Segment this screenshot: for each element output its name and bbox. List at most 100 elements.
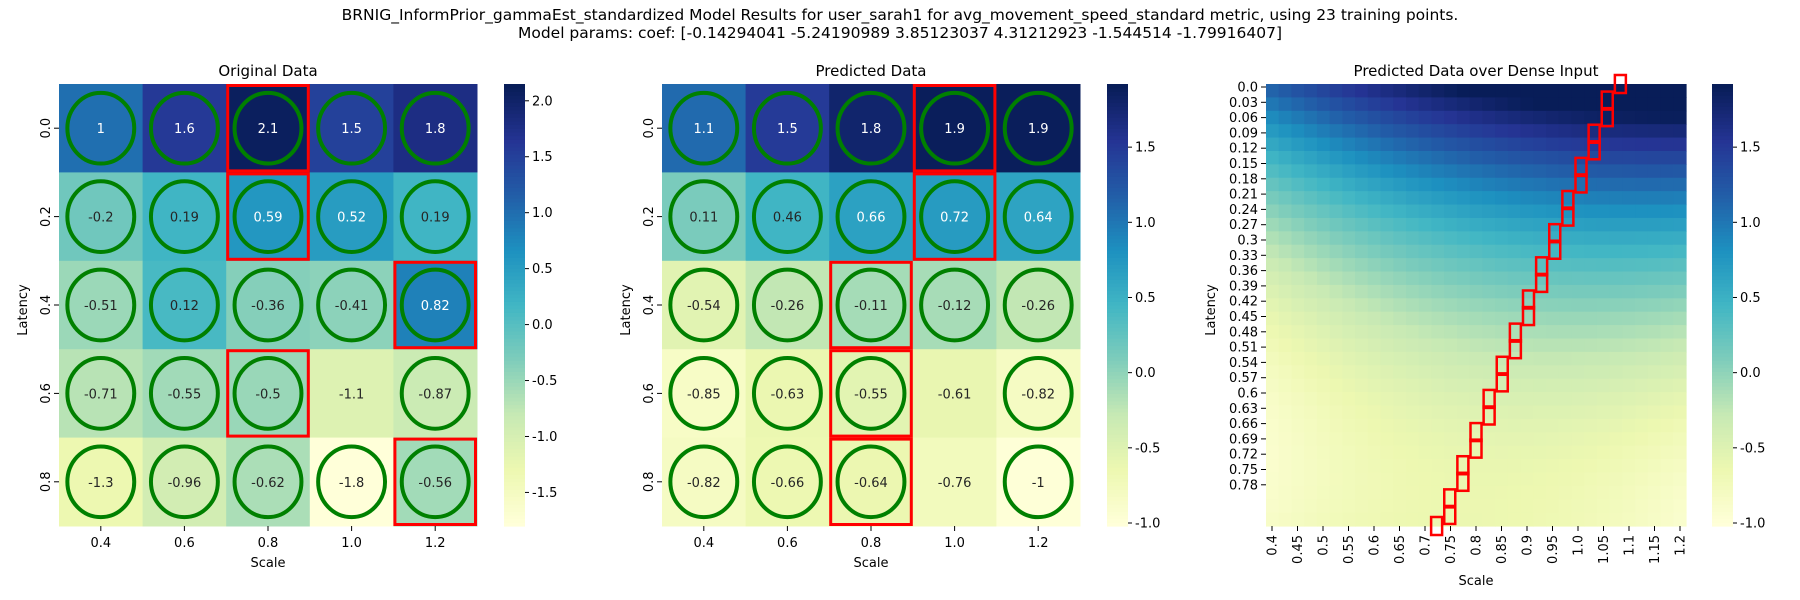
dense-heatmap-cell <box>1304 284 1318 299</box>
colorbar-gradient-segment <box>504 503 525 509</box>
colorbar-gradient-segment <box>504 397 525 402</box>
colorbar-gradient-segment <box>1107 419 1128 424</box>
colorbar-gradient-segment <box>504 190 525 196</box>
dense-heatmap-cell <box>1444 231 1458 246</box>
dense-heatmap-cell <box>1520 405 1534 420</box>
dense-heatmap-cell <box>1596 485 1611 500</box>
dense-heatmap-cell <box>1291 418 1305 433</box>
colorbar-gradient-segment <box>1107 334 1128 339</box>
y-tick-label: 0.3 <box>1237 234 1258 249</box>
dense-heatmap-cell <box>1584 191 1598 206</box>
dense-heatmap-cell <box>1456 338 1471 353</box>
dense-heatmap-cell <box>1635 97 1649 112</box>
colorbar-gradient-segment <box>1107 305 1128 310</box>
heatmap-cell <box>829 260 914 350</box>
colorbar-gradient-segment <box>1107 316 1128 321</box>
dense-heatmap-cell <box>1342 271 1356 286</box>
dense-heatmap-cell <box>1584 351 1598 366</box>
dense-heatmap-cell <box>1316 298 1331 313</box>
dense-heatmap-cell <box>1495 485 1509 500</box>
dense-heatmap-cell <box>1635 432 1649 447</box>
dense-heatmap-cell <box>1342 258 1356 273</box>
cell-value-label: 0.82 <box>421 299 450 314</box>
dense-heatmap-cell <box>1278 191 1293 206</box>
dense-heatmap-cell <box>1660 137 1674 152</box>
dense-heatmap-cell <box>1278 137 1293 152</box>
x-tick-label: 0.55 <box>1342 535 1357 564</box>
dense-heatmap-cell <box>1431 110 1445 125</box>
colorbar-gradient-segment <box>1107 397 1128 402</box>
dense-heatmap-cell <box>1558 459 1573 474</box>
dense-heatmap-cell <box>1635 284 1649 299</box>
dense-heatmap-cell <box>1342 217 1356 232</box>
dense-heatmap-cell <box>1635 298 1649 313</box>
dense-heatmap-cell <box>1456 150 1471 165</box>
dense-heatmap-cell <box>1393 84 1407 98</box>
dense-heatmap-cell <box>1546 432 1560 447</box>
heatmap-cell <box>745 172 830 262</box>
dense-heatmap-cell <box>1266 271 1280 286</box>
training-point-circle <box>316 179 388 254</box>
optimal-cell-box <box>829 349 913 438</box>
dense-heatmap-cell <box>1431 298 1445 313</box>
dense-heatmap-cell <box>1291 244 1305 259</box>
dense-heatmap-cell <box>1673 191 1687 206</box>
heatmap-cell <box>226 172 311 262</box>
cell-value-label: 2.1 <box>258 122 279 137</box>
dense-heatmap-cell <box>1558 378 1573 393</box>
dense-heatmap-cell <box>1291 217 1305 232</box>
optimal-point-box <box>1469 438 1483 459</box>
cell-value-label: -1.3 <box>88 476 113 491</box>
dense-heatmap-cell <box>1329 164 1343 179</box>
colorbar-gradient-segment <box>1712 275 1733 280</box>
dense-heatmap-cell <box>1355 445 1369 460</box>
dense-heatmap-cell <box>1456 365 1471 380</box>
dense-heatmap-cell <box>1546 499 1560 514</box>
colorbar-gradient-segment <box>1107 341 1128 347</box>
dense-heatmap-cell <box>1520 485 1534 500</box>
colorbar-gradient-segment <box>504 356 525 361</box>
training-point-circle <box>1002 267 1074 343</box>
training-point-circle <box>232 267 304 343</box>
dense-heatmap-cell <box>1584 405 1598 420</box>
dense-heatmap-cell <box>1406 204 1420 219</box>
colorbar-gradient-segment <box>1712 257 1733 262</box>
colorbar-gradient-segment <box>1107 363 1128 369</box>
dense-heatmap-cell <box>1507 378 1522 393</box>
dense-heatmap-cell <box>1355 298 1369 313</box>
dense-heatmap-cell <box>1304 512 1318 527</box>
dense-heatmap-cell <box>1393 485 1407 500</box>
colorbar-gradient-segment <box>1712 415 1733 420</box>
chart-title: Predicted Data <box>816 62 927 80</box>
dense-heatmap-cell <box>1495 392 1509 407</box>
optimal-point-box <box>1561 206 1575 227</box>
colorbar-gradient-segment <box>1107 437 1128 442</box>
dense-heatmap-cell <box>1367 244 1382 259</box>
colorbar-gradient-segment <box>504 474 525 479</box>
dense-heatmap-cell <box>1469 325 1483 340</box>
dense-heatmap-cell <box>1469 124 1483 139</box>
dense-heatmap-cell <box>1380 177 1394 192</box>
dense-heatmap-cell <box>1444 378 1458 393</box>
dense-heatmap-cell <box>1546 258 1560 273</box>
dense-heatmap-cell <box>1418 392 1433 407</box>
cell-value-label: -0.96 <box>168 476 202 491</box>
dense-heatmap-cell <box>1342 110 1356 125</box>
colorbar-gradient-segment <box>1107 290 1128 295</box>
dense-heatmap-cell <box>1609 512 1623 527</box>
dense-heatmap-cell <box>1431 472 1445 487</box>
dense-heatmap-cell <box>1635 191 1649 206</box>
training-point-circle <box>668 179 740 254</box>
dense-heatmap-cell <box>1278 298 1293 313</box>
dense-heatmap-cell <box>1316 258 1331 273</box>
colorbar-gradient-segment <box>1712 231 1733 236</box>
training-point-circle <box>399 267 471 343</box>
colorbar-gradient-segment <box>1107 157 1128 162</box>
dense-heatmap-cell <box>1673 97 1687 112</box>
dense-heatmap-cell <box>1342 231 1356 246</box>
dense-heatmap-cell <box>1622 124 1636 139</box>
dense-heatmap-cell <box>1584 325 1598 340</box>
dense-heatmap-cell <box>1546 84 1560 98</box>
dense-heatmap-cell <box>1355 485 1369 500</box>
colorbar-gradient-segment <box>1712 437 1733 442</box>
